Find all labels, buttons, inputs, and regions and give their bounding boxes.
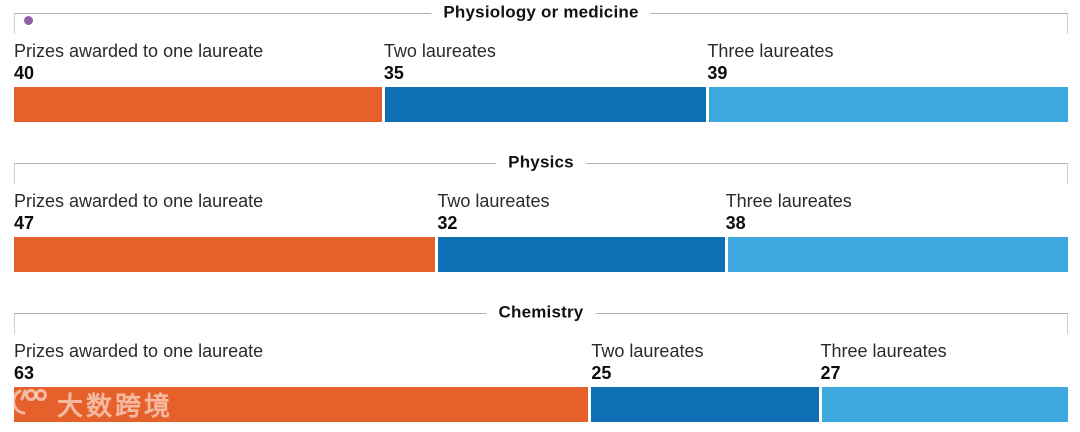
segment-labels-row: Prizes awarded to one laureate 63 Two laur… [14, 340, 1068, 384]
segment-label: Two laureates [437, 191, 550, 211]
segment-label-block-two-laureates: Two laureates 25 [591, 340, 703, 385]
segment-label: Three laureates [820, 341, 947, 361]
category-title: Chemistry [486, 302, 596, 323]
segment-label-block-prizes-awarded-to-one-laureate: Prizes awarded to one laureate 47 [14, 190, 263, 235]
chart-section-chemistry: Chemistry Prizes awarded to one laureate 6… [0, 300, 1080, 432]
segment-value: 32 [437, 213, 458, 233]
segment-label: Two laureates [383, 41, 496, 61]
bar-segment-three-laureates [821, 387, 1068, 422]
bar-segment-two-laureates [591, 387, 819, 422]
segment-label: Prizes awarded to one laureate [14, 341, 264, 361]
stacked-bar [14, 387, 1068, 422]
segment-label-block-three-laureates: Three laureates 38 [726, 190, 852, 235]
segment-value: 39 [707, 63, 728, 83]
bar-segment-prizes-awarded-to-one-laureate [14, 87, 382, 122]
segment-labels-row: Prizes awarded to one laureate 47 Two laur… [14, 190, 1068, 234]
segment-label-block-two-laureates: Two laureates 35 [384, 40, 496, 85]
chart-section-physiology-or-medicine: Physiology or medicine Prizes awarded to … [0, 0, 1080, 150]
category-title: Physics [496, 152, 586, 173]
stacked-bar [14, 237, 1068, 272]
category-frame: Physics [14, 152, 1068, 184]
segment-label-block-three-laureates: Three laureates 27 [821, 340, 947, 385]
segment-value: 40 [14, 63, 35, 83]
segment-labels-row: Prizes awarded to one laureate 40 Two laur… [14, 40, 1068, 84]
segment-label: Prizes awarded to one laureate [14, 41, 264, 61]
bar-segment-prizes-awarded-to-one-laureate [14, 387, 589, 422]
category-title: Physiology or medicine [431, 2, 651, 23]
segment-value: 63 [14, 363, 35, 383]
bar-segment-three-laureates [727, 237, 1068, 272]
segment-value: 38 [725, 213, 746, 233]
segment-label: Three laureates [707, 41, 834, 61]
chart-section-physics: Physics Prizes awarded to one laureate 47 T… [0, 150, 1080, 300]
bar-segment-two-laureates [437, 237, 725, 272]
segment-label-block-prizes-awarded-to-one-laureate: Prizes awarded to one laureate 40 [14, 40, 263, 85]
segment-label: Three laureates [725, 191, 852, 211]
bar-segment-two-laureates [384, 87, 707, 122]
segment-label: Two laureates [591, 341, 704, 361]
segment-label-block-two-laureates: Two laureates 32 [437, 190, 549, 235]
segment-value: 27 [820, 363, 841, 383]
segment-label: Prizes awarded to one laureate [14, 191, 264, 211]
segment-label-block-prizes-awarded-to-one-laureate: Prizes awarded to one laureate 63 [14, 340, 263, 385]
annotation-dot [24, 16, 33, 25]
stacked-bar [14, 87, 1068, 122]
segment-label-block-three-laureates: Three laureates 39 [707, 40, 833, 85]
segment-value: 47 [14, 213, 35, 233]
segment-value: 35 [383, 63, 404, 83]
category-frame: Physiology or medicine [14, 2, 1068, 34]
category-frame: Chemistry [14, 302, 1068, 334]
bar-segment-prizes-awarded-to-one-laureate [14, 237, 435, 272]
segment-value: 25 [591, 363, 612, 383]
bar-segment-three-laureates [709, 87, 1068, 122]
